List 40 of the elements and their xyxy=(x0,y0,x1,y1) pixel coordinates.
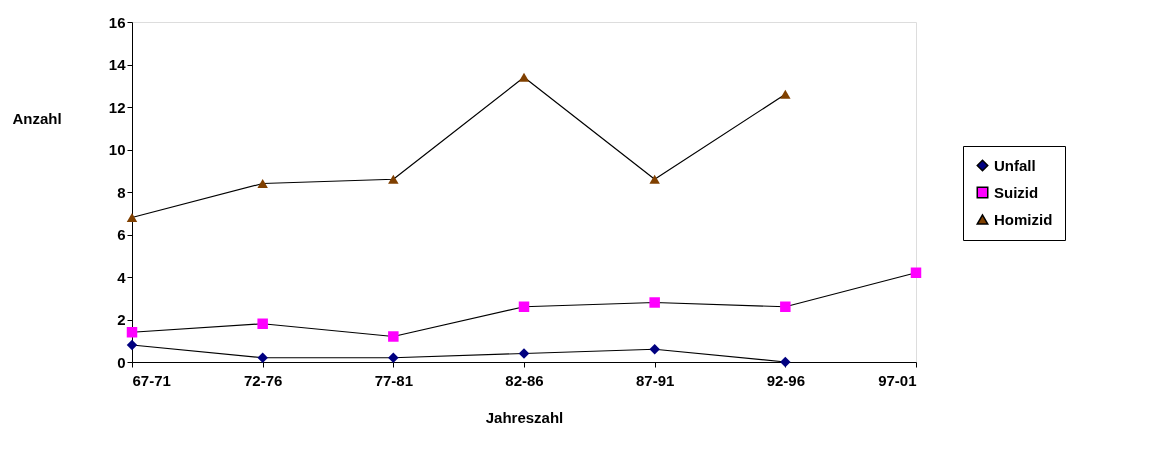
point xyxy=(910,267,922,278)
point xyxy=(388,331,399,342)
x-tick-label: 92-96 xyxy=(766,371,806,389)
point xyxy=(780,89,791,99)
point xyxy=(780,301,791,312)
point xyxy=(257,318,268,329)
legend-label: Suizid xyxy=(994,183,1039,201)
y-tick-label: 8 xyxy=(117,183,126,201)
point xyxy=(257,352,268,363)
y-axis-title: Anzahl xyxy=(12,109,62,127)
point xyxy=(518,301,530,312)
legend-label: Homizid xyxy=(994,210,1053,228)
y-tick-label: 2 xyxy=(117,311,126,328)
legend-label: Unfall xyxy=(994,156,1036,174)
y-tick-label: 16 xyxy=(108,13,126,31)
x-tick-label: 82-86 xyxy=(505,371,544,389)
point xyxy=(257,178,268,189)
y-tick-label: 12 xyxy=(108,98,126,116)
point xyxy=(780,356,791,368)
point xyxy=(649,174,660,184)
y-tick-label: 4 xyxy=(117,268,127,286)
point xyxy=(126,212,138,223)
point xyxy=(388,174,399,184)
point xyxy=(126,339,138,351)
x-tick-label: 77-81 xyxy=(374,371,414,389)
x-tick-label: 67-71 xyxy=(132,371,171,389)
point xyxy=(518,72,530,82)
point xyxy=(126,327,138,338)
point xyxy=(649,344,660,355)
y-tick-label: 14 xyxy=(108,56,127,73)
point xyxy=(388,352,399,363)
x-tick-label: 72-76 xyxy=(243,371,283,389)
x-tick-label: 97-01 xyxy=(878,371,917,389)
y-tick-label: 6 xyxy=(117,226,126,243)
point xyxy=(518,348,530,359)
y-tick-label: 0 xyxy=(117,353,126,371)
x-tick-label: 87-91 xyxy=(635,371,675,389)
y-tick-label: 10 xyxy=(108,141,126,158)
point xyxy=(649,297,660,308)
x-axis-title: Jahreszahl xyxy=(485,408,564,426)
